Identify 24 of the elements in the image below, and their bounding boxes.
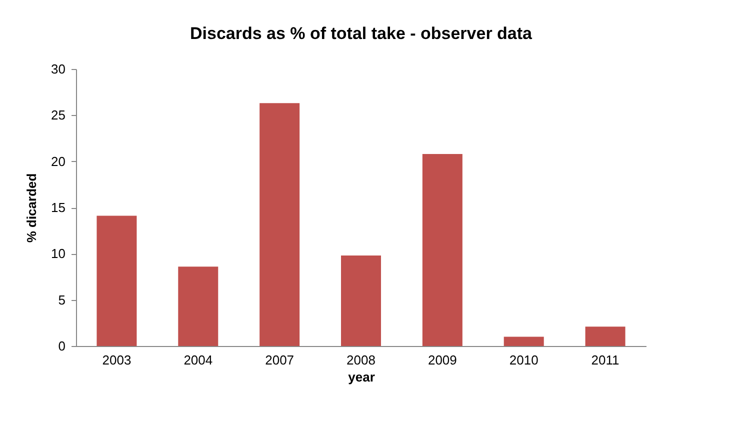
chart-title: Discards as % of total take - observer data [190,24,533,43]
bar [585,326,626,346]
y-tick-label: 15 [51,200,66,215]
bar [178,266,218,346]
bar [422,154,462,346]
y-axis-title: % dicarded [24,173,40,243]
x-tick-label: 2004 [184,352,213,368]
y-tick-label: 20 [51,154,66,169]
y-tick-label: 0 [58,338,66,354]
x-tick-label: 2010 [509,352,538,368]
x-tick-label: 2008 [346,352,376,368]
x-tick-label: 2007 [265,352,294,368]
x-tick-label: 2011 [591,352,620,368]
bar [504,336,544,346]
y-tick-label: 5 [58,292,66,308]
x-axis-title: year [348,370,375,384]
y-tick-label: 10 [51,246,66,262]
y-tick-label: 25 [51,108,66,123]
bar [260,103,300,346]
bar [96,216,137,346]
x-tick-label: 2009 [428,352,457,368]
y-tick-label: 30 [51,62,66,76]
x-tick-label: 2003 [102,352,132,368]
bar [341,256,381,346]
